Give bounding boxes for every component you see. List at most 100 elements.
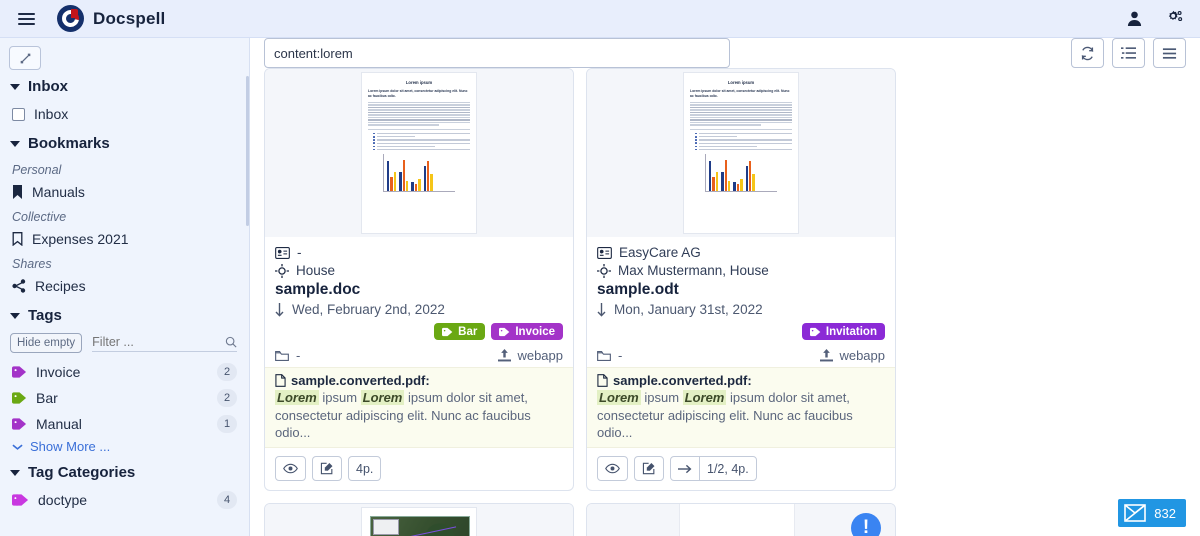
document-thumbnail[interactable] [265, 504, 573, 536]
search-input[interactable] [264, 38, 730, 68]
folder-value: - [296, 348, 301, 363]
exclamation-icon[interactable]: ! [851, 513, 881, 536]
document-title[interactable]: sample.doc [275, 281, 361, 298]
edit-icon[interactable] [634, 456, 664, 482]
concerning-row: House [275, 263, 563, 278]
main-content: Lorem ipsum Lorem ipsum dolor sit amet, … [250, 38, 1200, 536]
sidebar-section-tags-label: Tags [28, 307, 62, 324]
tag-badge[interactable]: Bar [434, 323, 486, 340]
crosshair-icon [597, 263, 611, 278]
docspell-logo [57, 5, 84, 32]
app-header: Docspell [0, 0, 1200, 38]
document-thumbnail[interactable]: Lorem ipsum Lorem ipsum dolor sit amet, … [587, 69, 895, 237]
page-nav-group[interactable]: 1/2, 4p. [670, 456, 757, 482]
sidebar-item-inbox[interactable]: Inbox [0, 101, 249, 127]
document-card[interactable]: Lorem ipsum Lorem ipsum dolor sit amet, … [586, 68, 896, 492]
tag-badge-label: Invoice [515, 325, 555, 338]
mail-badge-count: 832 [1154, 505, 1176, 521]
concerning-value: Max Mustermann, House [618, 263, 769, 278]
folder-icon [275, 350, 289, 362]
mail-crossed-icon [1124, 504, 1147, 522]
sidebar-tag-invoice-label: Invoice [36, 364, 81, 380]
document-date: Mon, January 31st, 2022 [614, 302, 763, 317]
tags-stack-icon [12, 493, 29, 507]
sidebar-item-recipes[interactable]: Recipes [0, 273, 249, 299]
hamburger-icon[interactable] [9, 12, 43, 25]
chevron-down-icon [10, 469, 20, 476]
share-icon [12, 279, 26, 293]
document-thumbnail[interactable]: Lorem ipsum Lorem ipsum dolor sit amet, … [265, 69, 573, 237]
sidebar-item-expenses-label: Expenses 2021 [32, 231, 129, 247]
sidebar-tag-invoice[interactable]: Invoice 2 [0, 359, 249, 385]
eye-icon[interactable] [275, 456, 306, 482]
sidebar-tagcat-doctype-count: 4 [217, 491, 237, 509]
search-icon[interactable] [225, 336, 237, 348]
tag-filter-input-wrap [92, 334, 237, 352]
sidebar-tag-manual[interactable]: Manual 1 [0, 411, 249, 437]
correspondent-row: EasyCare AG [597, 245, 885, 260]
sidebar-section-inbox[interactable]: Inbox [0, 70, 249, 101]
tag-badge-label: Bar [458, 325, 478, 338]
sidebar-item-inbox-label: Inbox [34, 106, 69, 122]
sidebar-tag-bar-count: 2 [217, 389, 237, 407]
correspondent-row: - [275, 245, 563, 260]
card-actions: 4p. [265, 448, 573, 490]
sidebar-section-inbox-label: Inbox [28, 78, 68, 95]
concerning-value: House [296, 263, 336, 278]
bookmark-group-shares-label: Shares [12, 257, 52, 271]
arrow-right-icon[interactable] [671, 457, 699, 480]
gear-icon[interactable] [1165, 10, 1184, 27]
source-value: webapp [517, 348, 563, 363]
sidebar-scrollbar[interactable] [246, 76, 249, 226]
card-actions: 1/2, 4p. [587, 448, 895, 490]
snippet-filename: sample.converted.pdf: [291, 373, 430, 388]
document-date: Wed, February 2nd, 2022 [292, 302, 445, 317]
sidebar-tagcat-doctype[interactable]: doctype 4 [0, 487, 249, 513]
sidebar-item-manuals[interactable]: Manuals [0, 179, 249, 205]
file-icon [275, 374, 286, 387]
show-more-label: Show More ... [30, 439, 111, 454]
sidebar-item-expenses-2021[interactable]: Expenses 2021 [0, 226, 249, 252]
document-card[interactable]: - House 15-MB-docx-file-download.docx We [264, 503, 574, 536]
refresh-icon[interactable] [1071, 38, 1104, 68]
tag-icon [12, 365, 27, 379]
document-title[interactable]: sample.odt [597, 281, 679, 298]
map-legend [373, 519, 399, 536]
tag-filter-input[interactable] [92, 334, 225, 349]
mail-badge[interactable]: 832 [1118, 499, 1186, 527]
preview-lead: Lorem ipsum dolor sit amet, consectetur … [690, 89, 790, 98]
checkbox-icon[interactable] [12, 107, 25, 121]
sidebar-section-tag-categories[interactable]: Tag Categories [0, 456, 249, 487]
brand-label: Docspell [93, 8, 166, 28]
map-thumbnail-image [370, 516, 470, 536]
id-card-icon [597, 246, 612, 259]
sidebar-tag-manual-count: 1 [217, 415, 237, 433]
app-brand[interactable]: Docspell [57, 5, 165, 32]
show-more-tags-button[interactable]: Show More ... [0, 437, 249, 456]
chevron-down-icon [12, 444, 23, 450]
menu-icon[interactable] [1153, 38, 1186, 68]
sidebar-section-bookmarks-label: Bookmarks [28, 135, 110, 152]
preview-bar-chart [705, 154, 777, 193]
sidebar-tag-bar[interactable]: Bar 2 [0, 385, 249, 411]
document-card[interactable]: Lorem ipsum Lorem ipsum dolor sit amet, … [264, 68, 574, 492]
tag-badge[interactable]: Invitation [801, 323, 885, 340]
page-preview: Lorem ipsum Lorem ipsum dolor sit amet, … [683, 72, 799, 234]
expand-arrows-icon[interactable] [9, 46, 41, 70]
sidebar: Inbox Inbox Bookmarks Personal Manuals C… [0, 38, 250, 536]
sidebar-section-bookmarks[interactable]: Bookmarks [0, 127, 249, 158]
tag-icon [12, 391, 27, 405]
sidebar-section-tags[interactable]: Tags [0, 299, 249, 330]
tag-icon [809, 327, 821, 336]
source-row: - webapp [265, 340, 573, 367]
hide-empty-button[interactable]: Hide empty [10, 333, 83, 353]
document-card-partial[interactable]: Large PDF ! [586, 503, 896, 536]
document-tags: Bar Invoice [265, 317, 573, 340]
tag-badge[interactable]: Invoice [491, 323, 563, 340]
user-icon[interactable] [1126, 10, 1143, 27]
edit-icon[interactable] [312, 456, 342, 482]
eye-icon[interactable] [597, 456, 628, 482]
source-row: - webapp [587, 340, 895, 367]
search-toolbar [250, 38, 1200, 68]
list-view-icon[interactable] [1112, 38, 1145, 68]
